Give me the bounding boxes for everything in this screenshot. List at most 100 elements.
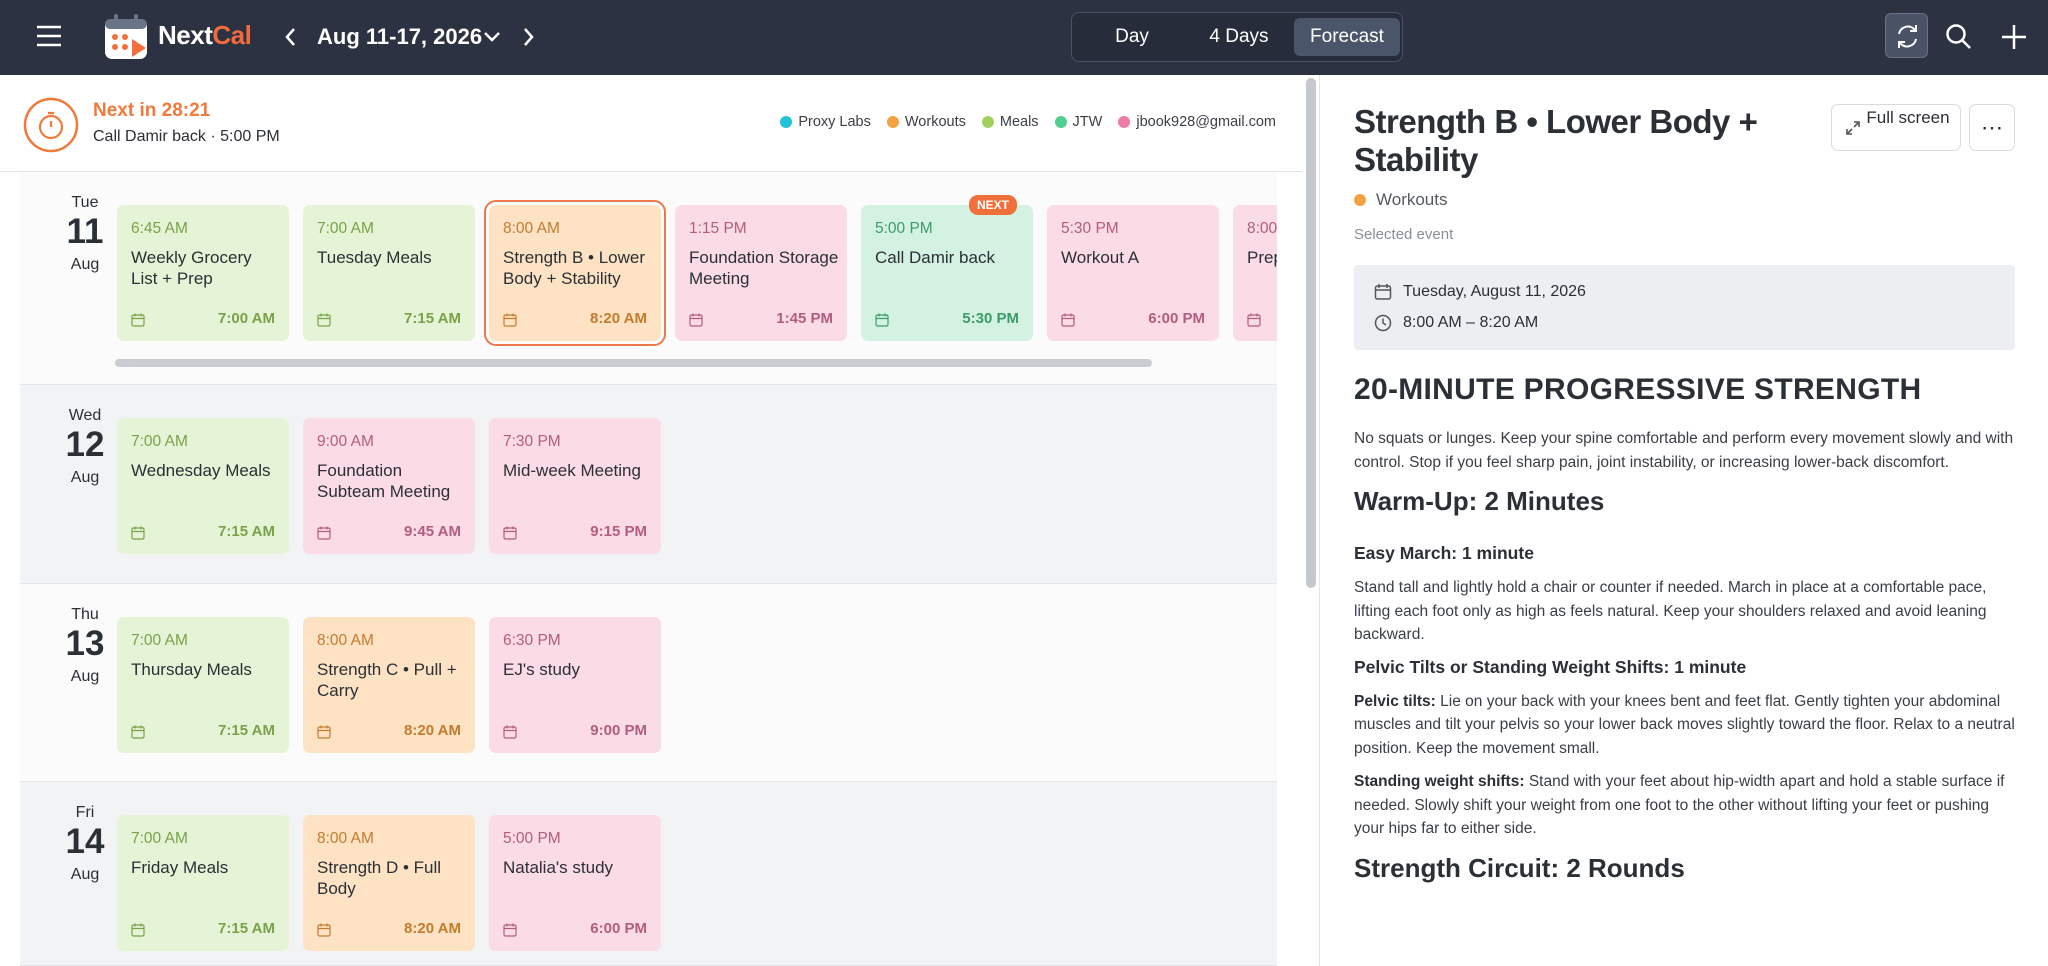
event-title: Weekly Grocery List + Prep [131, 248, 252, 288]
add-button[interactable] [2000, 23, 2028, 51]
date-range[interactable]: Aug 11-17, 2026 [317, 24, 483, 49]
calendar-icon [317, 923, 331, 937]
full-screen-button[interactable]: Full screen [1831, 104, 1961, 151]
event-end: 5:30 PM [962, 310, 1019, 327]
calendar-dot [1354, 194, 1366, 206]
section-heading: Strength Circuit: 2 Rounds [1354, 852, 1685, 883]
more-button[interactable]: ⋯ [1969, 104, 2015, 151]
day-row: Thu 13 Aug 7:00 AM Thursday Meals 7:15 AM 8:00… [20, 584, 1277, 782]
event-card[interactable]: 7:30 PM Mid-week Meeting 9:15 PM [489, 418, 661, 554]
event-card[interactable]: 8:00 AM Strength B • Lower Body + Stabili… [484, 200, 666, 346]
event-card[interactable]: 7:00 AM Tuesday Meals 7:15 AM [303, 205, 475, 341]
day-row: Fri 14 Aug 7:00 AM Friday Meals 7:15 AM 8:00 A… [20, 782, 1277, 966]
menu-button[interactable] [36, 25, 62, 47]
calendar-icon [131, 313, 145, 327]
event-title: Workout A [1061, 248, 1140, 267]
event-start: 7:00 AM [317, 220, 374, 237]
event-start: 7:00 AM [131, 830, 188, 847]
event-title: Strength B • Lower Body + Stability [1354, 103, 1758, 178]
paragraph-lead: Pelvic tilts: [1354, 692, 1436, 710]
calendar-icon [1247, 313, 1261, 327]
legend-dot [981, 116, 994, 128]
app-logo [105, 14, 147, 59]
scrollbar[interactable] [1306, 78, 1316, 588]
month: Aug [70, 866, 100, 883]
paragraph: Pelvic tilts: Lie on your back with your… [1354, 690, 2015, 761]
next-button[interactable] [521, 27, 535, 47]
month: Aug [70, 668, 100, 685]
event-card[interactable]: 7:00 AM Friday Meals 7:15 AM [117, 815, 289, 951]
event-end: 1:45 PM [776, 310, 833, 327]
event-card[interactable]: 6:45 AM Weekly Grocery List + Prep 7:00 AM [117, 205, 289, 341]
event-date: Tuesday, August 11, 2026 [1403, 283, 1586, 300]
event-card[interactable]: 8:00 PMPrep for the week8:30 PM [1233, 205, 1277, 341]
view-button[interactable]: Forecast [1294, 18, 1400, 56]
event-title: Wednesday Meals [131, 461, 271, 480]
event-card[interactable]: 7:00 AM Wednesday Meals 7:15 AM [117, 418, 289, 554]
view-button[interactable]: Day [1115, 26, 1149, 47]
event-end: 7:15 AM [218, 523, 275, 540]
event-start: 5:00 PM [503, 830, 561, 847]
event-title: Tuesday Meals [317, 248, 432, 267]
legend-dot [780, 116, 793, 128]
event-title: Strength B • Lower Body + Stability [503, 248, 646, 288]
legend-label: Meals [999, 114, 1039, 130]
event-card[interactable]: 8:00 AM Strength D • Full Body 8:20 AM [303, 815, 475, 951]
next-label: Next in 28:21 [93, 100, 211, 121]
event-start: 8:00 AM [503, 220, 560, 237]
event-end: 7:00 AM [218, 310, 275, 327]
calendar-icon [1061, 313, 1075, 327]
forecast-panel: Next in 28:21 Call Damir back · 5:00 PM … [0, 75, 1302, 966]
brand-part: Next [158, 20, 213, 50]
view-button[interactable]: 4 Days [1209, 26, 1269, 47]
next-detail: Call Damir back · 5:00 PM [93, 128, 280, 145]
button-label: Full screen [1866, 108, 1950, 127]
paragraph: Stand tall and lightly hold a chair or c… [1354, 579, 1987, 643]
prev-button[interactable] [284, 27, 298, 47]
event-card[interactable]: 8:00 AM Strength C • Pull + Carry 8:20 AM [303, 617, 475, 753]
event-title: Strength C • Pull + Carry [317, 660, 457, 700]
event-start: 7:00 AM [131, 433, 188, 450]
calendar-icon [131, 725, 145, 739]
event-start: 7:00 AM [131, 632, 188, 649]
event-card[interactable]: 7:00 AM Thursday Meals 7:15 AM [117, 617, 289, 753]
legend-label: Workouts [904, 114, 966, 130]
paragraph: Standing weight shifts: Stand with your … [1354, 770, 2015, 841]
event-start: 5:30 PM [1061, 220, 1119, 237]
legend-dot [886, 116, 899, 128]
calendar-icon [503, 923, 517, 937]
calendar-icon [875, 313, 889, 327]
event-end: 7:15 AM [404, 310, 461, 327]
calendar-icon [317, 313, 331, 327]
view-switcher: Day 4 Days Forecast [1071, 12, 1403, 62]
weekday: Tue [71, 194, 99, 211]
range-dropdown[interactable] [483, 30, 501, 44]
paragraph: No squats or lunges. Keep your spine com… [1354, 430, 2014, 471]
event-card[interactable]: 5:00 PM Natalia's study 6:00 PM [489, 815, 661, 951]
event-end: 7:15 AM [218, 920, 275, 937]
horizontal-scrollbar[interactable] [115, 359, 1152, 367]
calendar-icon [131, 526, 145, 540]
paragraph-text: Lie on your back with your knees bent an… [1354, 692, 2015, 757]
event-title: Prep for the week [1247, 248, 1277, 267]
event-card[interactable]: 6:30 PM EJ's study 9:00 PM [489, 617, 661, 753]
calendar-legend: Proxy Labs Workouts Meals JTW jbook928@gmail… [780, 114, 1276, 130]
month: Aug [70, 469, 100, 486]
event-card[interactable]: 5:30 PM Workout A 6:00 PM [1047, 205, 1219, 341]
event-start: 5:00 PM [875, 220, 933, 237]
refresh-button[interactable] [1885, 13, 1928, 58]
weekday: Fri [75, 804, 95, 821]
legend-dot [1054, 116, 1067, 128]
event-start: 7:30 PM [503, 433, 561, 450]
legend-dot [1118, 116, 1131, 128]
search-button[interactable] [1945, 23, 1973, 51]
event-card[interactable]: 5:00 PM Call Damir back 5:30 PM NEXT [861, 195, 1033, 341]
event-detail: Strength B • Lower Body + Stability Full… [1319, 75, 2048, 966]
calendar-icon [131, 923, 145, 937]
brand: NextCal [158, 20, 252, 51]
event-card[interactable]: 9:00 AM Foundation Subteam Meeting 9:45 AM [303, 418, 475, 554]
event-start: 1:15 PM [689, 220, 747, 237]
legend-item: Workouts [886, 114, 966, 130]
event-card[interactable]: 1:15 PM Foundation Storage Meeting 1:45 PM [675, 205, 847, 341]
